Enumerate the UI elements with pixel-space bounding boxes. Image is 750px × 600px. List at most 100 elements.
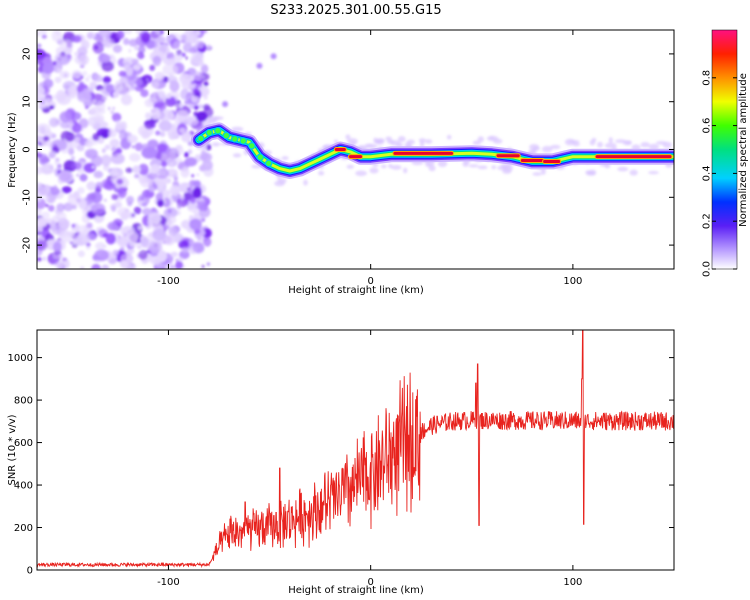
noise-blob — [140, 53, 145, 59]
ridge-bead — [197, 134, 205, 143]
halo-blob — [629, 169, 638, 176]
noise-blob — [37, 217, 48, 227]
noise-blob — [101, 61, 114, 72]
noise-blob — [116, 30, 125, 40]
noise-blob — [147, 212, 162, 225]
noise-blob — [156, 172, 160, 176]
noise-blob — [117, 235, 121, 239]
noise-blob — [111, 205, 117, 212]
halo-blob — [355, 170, 367, 177]
noise-blob — [57, 219, 71, 229]
snr-y-tick-label: 400 — [14, 481, 33, 492]
ridge-bead — [265, 159, 273, 167]
noise-blob — [41, 34, 47, 39]
snr-x-tick-label: 100 — [563, 577, 582, 588]
noise-blob — [131, 213, 135, 217]
spectrogram-y-tick-label: 0 — [22, 146, 33, 152]
noise-blob — [120, 94, 133, 106]
halo-blob — [662, 141, 672, 148]
noise-blob — [112, 249, 119, 256]
noise-blob — [175, 258, 179, 262]
noise-blob — [90, 106, 102, 115]
halo-blob — [477, 136, 484, 143]
noise-blob — [173, 40, 181, 50]
noise-blob — [112, 106, 115, 110]
noise-blob — [69, 241, 74, 245]
noise-blob — [82, 70, 88, 76]
noise-blob — [150, 107, 161, 120]
halo-blob — [597, 141, 603, 148]
halo-blob — [345, 134, 351, 140]
noise-blob — [132, 165, 141, 174]
noise-blob — [42, 256, 47, 261]
noise-blob — [56, 68, 62, 74]
noise-blob — [48, 117, 59, 128]
noise-blob — [189, 196, 197, 204]
noise-blob — [67, 193, 83, 206]
snr-y-tick-label: 200 — [14, 523, 33, 534]
colorbar-tick-label: 0.6 — [702, 118, 713, 134]
spectrogram-y-tick-label: -20 — [22, 237, 33, 253]
spectrogram-x-axis-label: Height of straight line (km) — [288, 285, 424, 296]
isolated-blob — [256, 62, 263, 69]
noise-blob — [37, 43, 42, 48]
noise-blob — [63, 202, 74, 212]
noise-blob — [176, 203, 182, 210]
noise-blob — [141, 143, 149, 150]
noise-blob — [112, 90, 120, 99]
noise-blob — [192, 71, 204, 81]
noise-blob — [64, 73, 68, 77]
noise-blob — [138, 225, 143, 230]
noise-blob — [192, 187, 202, 199]
noise-blob — [88, 116, 97, 127]
noise-blob — [54, 261, 64, 269]
halo-blob — [486, 135, 499, 142]
noise-blob — [77, 90, 92, 103]
noise-blob — [132, 64, 141, 71]
noise-blob — [166, 93, 172, 99]
noise-blob — [140, 237, 150, 248]
noise-blob — [45, 204, 49, 207]
noise-blob — [95, 181, 104, 190]
noise-blob — [166, 75, 178, 84]
noise-blob — [131, 145, 135, 149]
halo-blob — [231, 126, 244, 132]
noise-blob — [101, 154, 112, 167]
noise-blob — [132, 265, 137, 269]
halo-blob — [386, 139, 395, 144]
noise-blob — [200, 152, 213, 163]
noise-blob — [197, 236, 202, 241]
noise-blob — [137, 244, 142, 250]
noise-blob — [47, 98, 52, 103]
noise-blob — [109, 138, 120, 148]
noise-blob — [176, 110, 189, 122]
halo-blob — [477, 165, 488, 170]
noise-blob — [184, 157, 198, 167]
noise-blob — [71, 70, 83, 80]
ridge-bead — [222, 131, 230, 140]
halo-blob — [395, 143, 404, 148]
noise-blob — [98, 30, 111, 38]
noise-blob — [92, 133, 100, 141]
noise-blob — [37, 166, 43, 175]
halo-blob — [403, 167, 408, 174]
noise-blob — [95, 242, 106, 250]
noise-blob — [157, 183, 165, 191]
noise-blob — [201, 150, 206, 155]
noise-blob — [115, 148, 123, 154]
noise-blob — [107, 106, 111, 111]
noise-blob — [80, 75, 84, 79]
spectrogram-y-axis-label: Frequency (Hz) — [7, 112, 18, 188]
noise-blob — [77, 187, 85, 194]
noise-blob — [149, 240, 162, 251]
noise-blob — [71, 123, 82, 134]
noise-blob — [129, 248, 135, 254]
noise-blob — [74, 52, 78, 56]
noise-blob — [105, 233, 116, 245]
halo-blob — [497, 165, 507, 171]
noise-blob — [152, 80, 160, 89]
snr-y-tick-label: 0 — [27, 566, 33, 577]
noise-blob — [131, 58, 139, 65]
halo-blob — [364, 143, 373, 147]
